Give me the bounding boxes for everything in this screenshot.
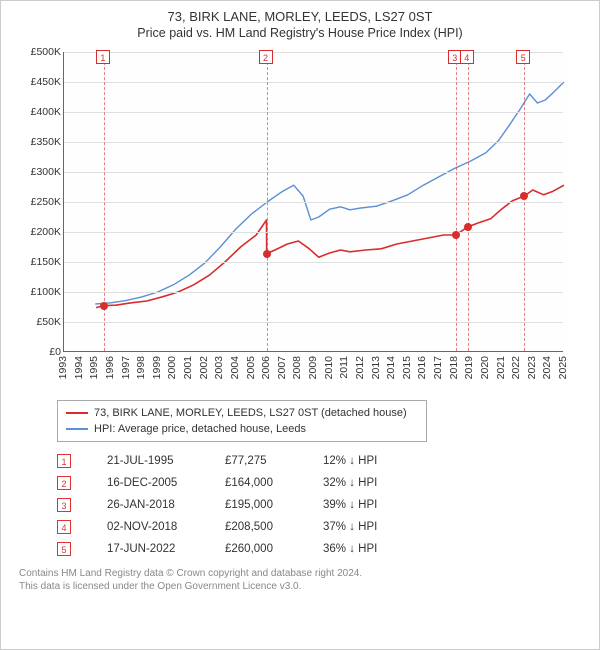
x-axis-label: 2020 <box>479 356 491 379</box>
footer-line-1: Contains HM Land Registry data © Crown c… <box>19 568 589 581</box>
x-axis-label: 2011 <box>338 356 350 379</box>
y-axis-label: £500K <box>19 46 61 58</box>
y-axis-label: £150K <box>19 256 61 268</box>
subtitle: Price paid vs. HM Land Registry's House … <box>11 26 589 40</box>
address-title: 73, BIRK LANE, MORLEY, LEEDS, LS27 0ST <box>11 9 589 24</box>
y-axis-label: £50K <box>19 316 61 328</box>
sales-table: 121-JUL-1995£77,27512% ↓ HPI216-DEC-2005… <box>57 450 589 560</box>
sale-row: 517-JUN-2022£260,00036% ↓ HPI <box>57 538 589 560</box>
chart-legend: 73, BIRK LANE, MORLEY, LEEDS, LS27 0ST (… <box>57 400 427 442</box>
x-axis-label: 2018 <box>448 356 460 379</box>
x-axis-label: 2017 <box>432 356 444 379</box>
x-axis-label: 2012 <box>354 356 366 379</box>
x-axis-label: 2004 <box>229 356 241 379</box>
x-axis-label: 1998 <box>135 356 147 379</box>
legend-item: HPI: Average price, detached house, Leed… <box>66 421 418 437</box>
y-axis-label: £0 <box>19 346 61 358</box>
x-axis-label: 1993 <box>57 356 69 379</box>
y-axis-label: £200K <box>19 226 61 238</box>
sale-row: 326-JAN-2018£195,00039% ↓ HPI <box>57 494 589 516</box>
x-axis-label: 2021 <box>495 356 507 379</box>
y-axis-label: £350K <box>19 136 61 148</box>
sale-row: 216-DEC-2005£164,00032% ↓ HPI <box>57 472 589 494</box>
sale-row: 402-NOV-2018£208,50037% ↓ HPI <box>57 516 589 538</box>
x-axis-label: 2019 <box>463 356 475 379</box>
x-axis-label: 2016 <box>416 356 428 379</box>
x-axis-label: 1995 <box>88 356 100 379</box>
y-axis-label: £100K <box>19 286 61 298</box>
x-axis-label: 2006 <box>260 356 272 379</box>
x-axis-label: 2003 <box>213 356 225 379</box>
legend-item: 73, BIRK LANE, MORLEY, LEEDS, LS27 0ST (… <box>66 405 418 421</box>
y-axis-label: £300K <box>19 166 61 178</box>
attribution-footer: Contains HM Land Registry data © Crown c… <box>19 568 589 593</box>
y-axis-label: £450K <box>19 76 61 88</box>
x-axis-label: 2015 <box>401 356 413 379</box>
x-axis-label: 2022 <box>510 356 522 379</box>
y-axis-label: £250K <box>19 196 61 208</box>
sale-callout-4: 4 <box>460 50 474 64</box>
x-axis-label: 2013 <box>370 356 382 379</box>
x-axis-label: 2014 <box>385 356 397 379</box>
y-axis-label: £400K <box>19 106 61 118</box>
x-axis-label: 2000 <box>166 356 178 379</box>
x-axis-label: 2001 <box>182 356 194 379</box>
x-axis-label: 2002 <box>198 356 210 379</box>
x-axis-label: 2024 <box>541 356 553 379</box>
footer-line-2: This data is licensed under the Open Gov… <box>19 581 589 594</box>
x-axis-label: 2023 <box>526 356 538 379</box>
x-axis-label: 2009 <box>307 356 319 379</box>
x-axis-label: 1997 <box>120 356 132 379</box>
x-axis-label: 2008 <box>291 356 303 379</box>
x-axis-label: 1999 <box>151 356 163 379</box>
x-axis-label: 1994 <box>73 356 85 379</box>
sale-row: 121-JUL-1995£77,27512% ↓ HPI <box>57 450 589 472</box>
x-axis-label: 2025 <box>557 356 569 379</box>
sale-callout-1: 1 <box>96 50 110 64</box>
sale-callout-5: 5 <box>516 50 530 64</box>
sale-callout-2: 2 <box>259 50 273 64</box>
x-axis-label: 1996 <box>104 356 116 379</box>
price-chart: £0 £50K £100K £150K £200K £250K £300K £350K £400… <box>17 46 577 396</box>
x-axis-label: 2010 <box>323 356 335 379</box>
x-axis-label: 2005 <box>245 356 257 379</box>
x-axis-label: 2007 <box>276 356 288 379</box>
